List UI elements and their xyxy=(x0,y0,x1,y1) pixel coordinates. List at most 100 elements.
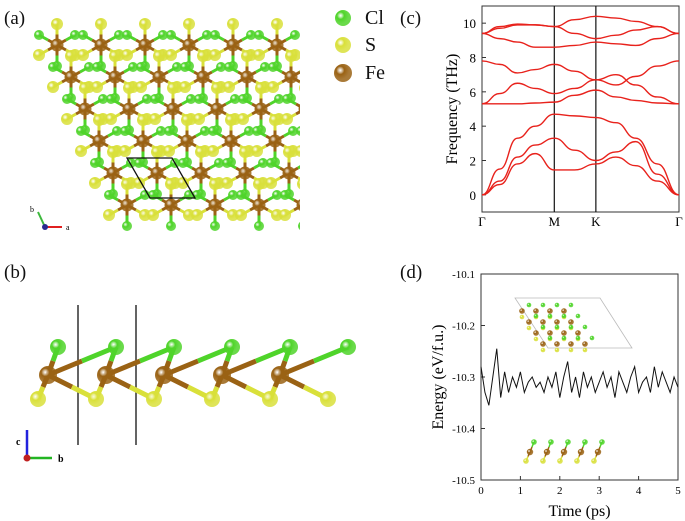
x-axis-label: Time (ps) xyxy=(548,503,610,520)
atom-fe xyxy=(282,166,296,180)
atom-fe xyxy=(554,319,560,325)
atom-cl xyxy=(50,339,66,355)
atom-cl xyxy=(224,62,234,72)
atom-cl xyxy=(164,126,174,136)
y-tick-label: -10.5 xyxy=(452,475,475,487)
atom-cl xyxy=(98,94,108,104)
atom-fe xyxy=(254,102,268,116)
atom-s xyxy=(91,81,103,93)
atom-cl xyxy=(178,158,188,168)
atom-s xyxy=(105,113,117,125)
atom-fe xyxy=(164,198,178,212)
atom-cl xyxy=(282,339,298,355)
phonon-band7 xyxy=(481,32,680,48)
axis-origin xyxy=(42,224,48,230)
atom-s xyxy=(149,113,161,125)
atom-cl xyxy=(166,221,176,231)
atom-s xyxy=(265,177,277,189)
atom-s xyxy=(253,178,265,190)
phonon-band9 xyxy=(481,15,680,35)
atom-s xyxy=(121,178,133,190)
atom-fe xyxy=(150,166,164,180)
atom-cl xyxy=(114,30,124,40)
x-tick-label: 0 xyxy=(478,485,484,497)
x-tick-label: 5 xyxy=(675,485,681,497)
panel-b-side-view: cb xyxy=(16,10,356,465)
atom-s xyxy=(519,314,525,320)
phonon-band1 xyxy=(481,152,680,196)
atom-fe xyxy=(568,341,574,347)
atom-cl xyxy=(589,335,595,341)
atom-cl xyxy=(76,126,86,136)
atom-cl xyxy=(540,324,546,330)
phonon-band5 xyxy=(481,73,680,105)
atom-s xyxy=(139,18,151,30)
atom-fe xyxy=(194,166,208,180)
atom-s xyxy=(165,178,177,190)
y-tick-label: 0 xyxy=(470,188,477,203)
y-tick-label: 6 xyxy=(470,85,477,100)
atom-s xyxy=(582,347,588,353)
y-tick-label: -10.2 xyxy=(452,321,475,333)
x-tick-label: K xyxy=(591,214,601,229)
y-tick-label: 4 xyxy=(470,119,477,134)
atom-cl xyxy=(236,190,246,200)
atom-s xyxy=(235,209,247,221)
y-tick-label: 2 xyxy=(470,154,477,169)
panel-label-a: (a) xyxy=(4,8,26,29)
atom-fe xyxy=(94,38,108,52)
atom-s xyxy=(93,114,105,126)
atom-fe xyxy=(226,38,240,52)
legend-fe: Fe xyxy=(365,62,385,84)
atom-s xyxy=(147,209,159,221)
atom-s xyxy=(33,49,45,61)
atom-s xyxy=(223,81,235,93)
axis-c-label: c xyxy=(16,437,21,448)
atom-s xyxy=(177,177,189,189)
atom-fe xyxy=(568,319,574,325)
atom-fe xyxy=(50,38,64,52)
atom-s xyxy=(103,209,115,221)
atom-s xyxy=(47,81,59,93)
atom-fe xyxy=(533,308,539,314)
atom-cl xyxy=(258,158,268,168)
atom-cl xyxy=(575,313,581,319)
atom-cl xyxy=(280,190,290,200)
atom-cl xyxy=(92,62,102,72)
atom-s xyxy=(591,458,597,464)
atom-cl xyxy=(108,339,124,355)
atom-s xyxy=(181,114,193,126)
atom-s xyxy=(195,146,207,158)
atom-fe xyxy=(138,38,152,52)
atom-cl xyxy=(228,190,238,200)
atom-s xyxy=(267,81,279,93)
atom-fe xyxy=(268,134,282,148)
atom-cl xyxy=(210,30,220,40)
phonon-band4 xyxy=(481,89,680,105)
atom-s xyxy=(281,113,293,125)
atom-cl xyxy=(106,94,116,104)
plot-frame xyxy=(480,273,679,481)
panel-label-d: (d) xyxy=(400,262,423,283)
atom-cl xyxy=(526,302,532,308)
axis-origin xyxy=(23,454,31,462)
atom-s xyxy=(133,177,145,189)
atom-cl xyxy=(238,94,248,104)
atom-fe xyxy=(224,134,238,148)
axis-b-label: b xyxy=(30,205,34,214)
atom-fe xyxy=(64,70,78,84)
atom-fe xyxy=(284,70,298,84)
y-axis-label: Energy (eV/f.u.) xyxy=(430,325,447,430)
atom-s xyxy=(119,145,131,157)
bond xyxy=(295,110,300,116)
atom-fe xyxy=(252,198,266,212)
panel-a-top-view: ab xyxy=(30,18,300,232)
atom-s xyxy=(227,18,239,30)
atom-cl xyxy=(194,94,204,104)
y-axis-label: Frequency (THz) xyxy=(444,54,461,165)
atom-cl xyxy=(172,62,182,72)
atom-fe xyxy=(582,341,588,347)
atom-s xyxy=(574,458,580,464)
atom-cl xyxy=(222,158,232,168)
